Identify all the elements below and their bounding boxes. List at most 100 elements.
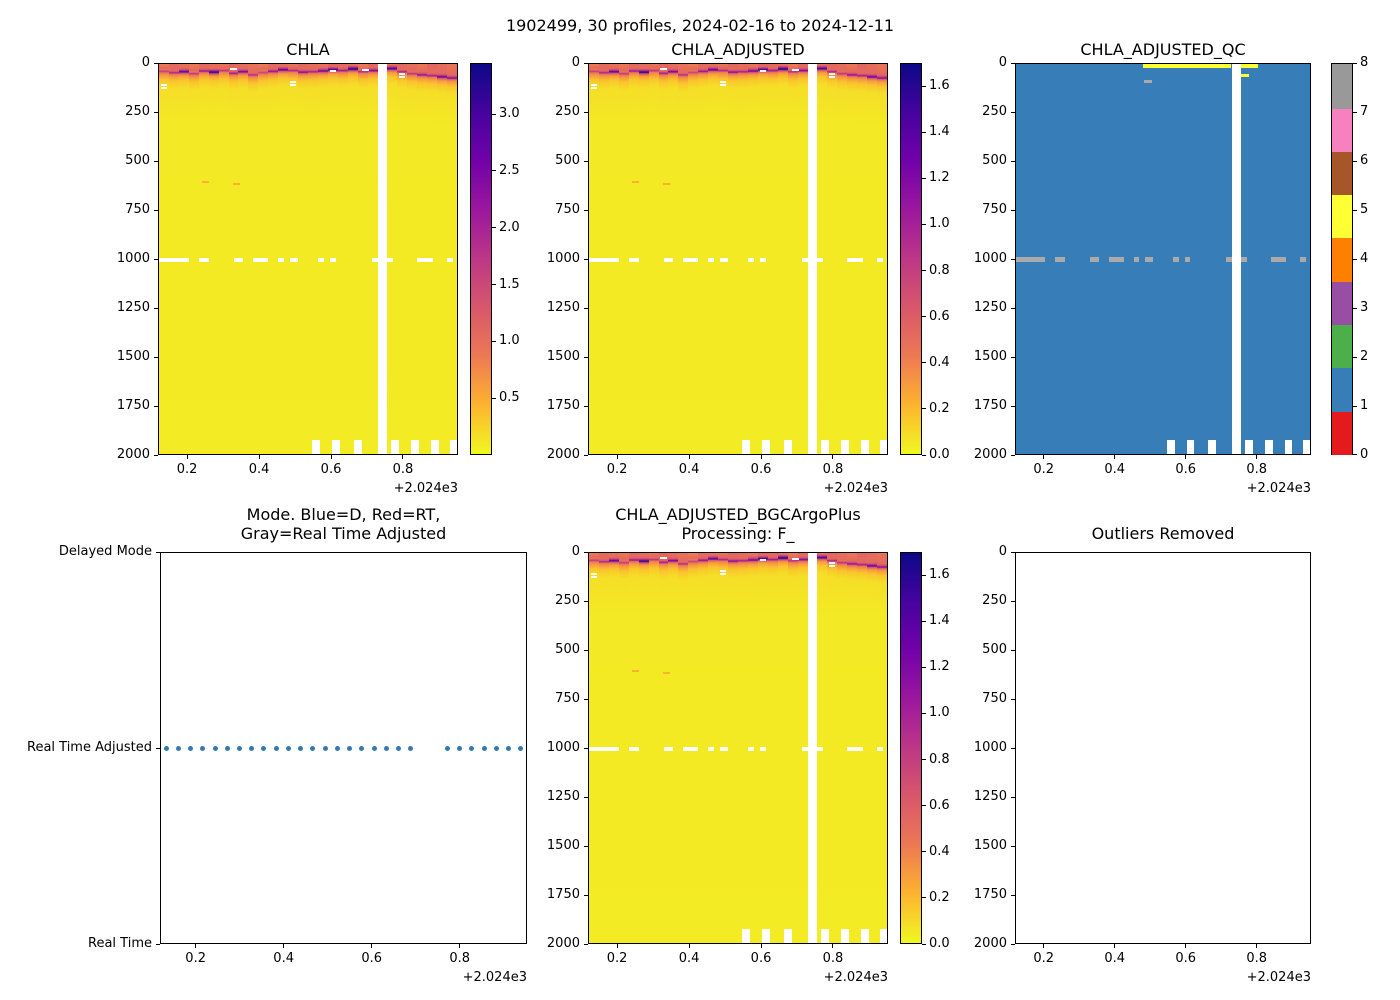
colorbar-tick-mark: [1353, 258, 1357, 260]
missing-data-dash-1000m: [759, 258, 766, 262]
heatmap-profile-column: [767, 64, 779, 454]
qc-colorbar-segment: [1332, 107, 1352, 152]
y-tick-label: 1750: [116, 398, 150, 413]
missing-data-dash-surface: [829, 73, 836, 76]
x-tick-label: 0.4: [678, 462, 700, 477]
panel-title-outliers: Outliers Removed: [1091, 524, 1235, 543]
y-tick-label: 1500: [116, 349, 150, 364]
colorbar-tick-mark: [922, 362, 926, 364]
y-tick-mark: [584, 111, 588, 113]
x-tick-mark: [1114, 455, 1116, 459]
mode-scatter-dot: [249, 745, 255, 751]
qc-gray-dash-1000m: [1016, 257, 1046, 262]
heatmap-profile-column: [238, 64, 250, 454]
y-tick-mark: [154, 307, 158, 309]
missing-data-dash-1000m: [720, 747, 729, 751]
colorbar-tick-label: 1: [1360, 398, 1369, 413]
colorbar-tick-mark: [492, 170, 496, 172]
y-tick-mark: [1011, 649, 1015, 651]
y-tick-label: 250: [982, 104, 1007, 119]
y-tick-mark: [154, 209, 158, 211]
x-tick-mark: [688, 944, 690, 948]
y-tick-mark: [154, 258, 158, 260]
missing-data-dash-1000m: [371, 258, 384, 262]
figure-title: 1902499, 30 profiles, 2024-02-16 to 2024…: [505, 16, 895, 35]
y-tick-mark: [584, 649, 588, 651]
missing-data-notch-bottom: [331, 440, 340, 454]
missing-data-notch-bottom: [861, 440, 870, 454]
y-tick-label: 500: [555, 153, 580, 168]
x-tick-label: 0.4: [1104, 462, 1126, 477]
y-tick-mark: [1011, 111, 1015, 113]
missing-data-notch-bottom: [391, 440, 400, 454]
heatmap-profile-column: [668, 553, 680, 943]
missing-data-dash-surface: [719, 572, 727, 575]
missing-data-dash-1000m: [708, 747, 715, 751]
heatmap-chla-adjusted: [588, 63, 888, 455]
colorbar-tick-label: 0.6: [929, 308, 950, 324]
x-tick-mark: [402, 455, 404, 459]
mode-scatter-dot: [481, 745, 487, 751]
mode-scatter-dot: [408, 745, 414, 751]
heatmap-profile-column: [728, 64, 739, 454]
missing-data-dash-1000m: [683, 747, 699, 751]
y-tick-mark: [156, 943, 160, 945]
missing-data-notch-bottom: [1264, 440, 1273, 454]
colorbar-tick-label: 0.6: [929, 797, 950, 813]
missing-data-dash-1000m: [759, 747, 766, 751]
y-tick-mark: [154, 111, 158, 113]
y-tick-mark: [1011, 258, 1015, 260]
colorbar-tick-mark: [492, 227, 496, 229]
missing-data-notch-bottom: [861, 929, 870, 943]
missing-data-notch-bottom: [880, 929, 887, 943]
y-tick-mark: [584, 943, 588, 945]
heatmap-profile-column: [867, 553, 878, 943]
y-tick-label: 500: [125, 153, 150, 168]
anomaly-dash: [631, 180, 639, 183]
x-tick-mark: [832, 455, 834, 459]
mode-scatter-dot: [200, 745, 206, 751]
colorbar-tick-label: 7: [1360, 104, 1369, 119]
missing-data-notch-bottom: [761, 440, 770, 454]
mode-scatter-dot: [396, 745, 402, 751]
colorbar-tick-label: 0.2: [929, 400, 950, 416]
y-tick-label: 1500: [546, 838, 580, 853]
missing-data-dash-surface: [230, 68, 237, 71]
anomaly-dash: [631, 669, 639, 672]
x-tick-mark: [1256, 455, 1258, 459]
heatmap-profile-column: [827, 64, 839, 454]
colorbar-tick-label: 0.4: [929, 843, 950, 859]
mode-y-tick-label: Real Time: [88, 936, 152, 951]
y-tick-mark: [584, 405, 588, 407]
x-tick-mark: [195, 944, 197, 948]
y-tick-label: 0: [571, 55, 580, 70]
x-tick-label: 0.6: [750, 462, 772, 477]
y-tick-label: 1500: [973, 349, 1007, 364]
heatmap-chla-adjusted-qc: [1015, 63, 1311, 455]
y-tick-mark: [584, 307, 588, 309]
missing-data-dash-1000m: [801, 258, 814, 262]
colorbar-tick-label: 1.2: [929, 170, 950, 186]
heatmap-profile-column: [867, 64, 878, 454]
colorbar-tick-label: 1.6: [929, 567, 950, 583]
colorbar-tick-mark: [1353, 62, 1357, 64]
x-tick-mark: [760, 455, 762, 459]
qc-gray-dash-1000m: [1184, 257, 1191, 262]
y-tick-label: 250: [982, 593, 1007, 608]
mode-scatter-dot: [237, 745, 243, 751]
x-tick-label: 0.6: [750, 951, 772, 966]
x-tick-label: 0.4: [248, 462, 270, 477]
missing-data-dash-1000m: [683, 258, 699, 262]
colorbar-tick-label: 0.5: [499, 390, 520, 406]
x-tick-label: 0.2: [606, 462, 628, 477]
y-tick-label: 1250: [116, 300, 150, 315]
mode-scatter-dot: [261, 745, 267, 751]
x-tick-label: 0.8: [822, 462, 844, 477]
qc-colorbar-segment: [1332, 367, 1352, 412]
y-tick-label: 250: [555, 593, 580, 608]
mode-scatter-dot: [469, 745, 475, 751]
colorbar-tick-label: 0.8: [929, 262, 950, 278]
heatmap-profile-column: [437, 64, 448, 454]
y-tick-mark: [1011, 62, 1015, 64]
x-tick-mark: [1256, 944, 1258, 948]
